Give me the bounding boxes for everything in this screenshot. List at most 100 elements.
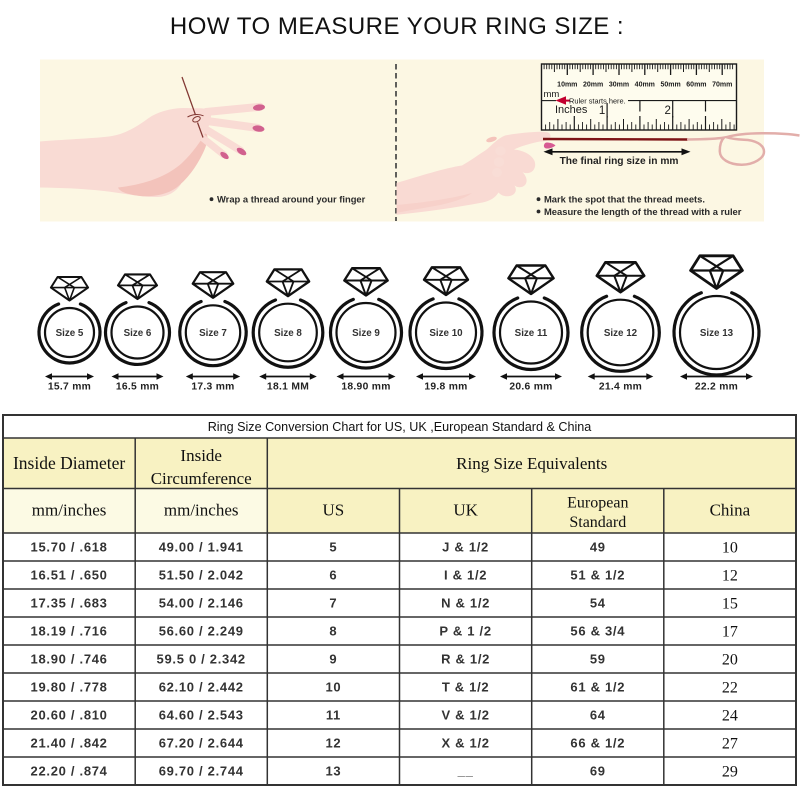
svg-text:22.2 mm: 22.2 mm [695,382,738,393]
svg-text:16.51 / .650: 16.51 / .650 [31,568,108,583]
svg-text:40mm: 40mm [635,82,655,89]
svg-text:70mm: 70mm [712,82,732,89]
svg-text:T & 1/2: T & 1/2 [442,680,490,695]
svg-text:Circumference: Circumference [151,469,252,488]
svg-text:China: China [710,501,751,520]
svg-text:16.5 mm: 16.5 mm [116,382,159,393]
svg-text:56 & 3/4: 56 & 3/4 [570,624,625,639]
svg-text:Size 7: Size 7 [199,328,227,339]
svg-text:mm: mm [544,89,560,100]
svg-text:64: 64 [590,708,606,723]
svg-text:Size 9: Size 9 [352,328,380,339]
svg-text:64.60 / 2.543: 64.60 / 2.543 [159,708,244,723]
svg-text:22.20 / .874: 22.20 / .874 [31,764,108,779]
svg-text:59: 59 [590,652,606,667]
svg-text:62.10 / 2.442: 62.10 / 2.442 [159,680,244,695]
svg-text:17.35 / .683: 17.35 / .683 [31,596,108,611]
svg-text:N & 1/2: N & 1/2 [441,596,490,611]
svg-text:10: 10 [325,680,341,695]
svg-text:Inside: Inside [180,446,222,465]
svg-text:9: 9 [329,652,337,667]
svg-text:Ruler starts here.: Ruler starts here. [569,97,626,106]
svg-text:19.8 mm: 19.8 mm [424,382,467,393]
svg-text:The final ring size in mm: The final ring size in mm [560,156,679,167]
svg-text:15: 15 [722,596,738,613]
svg-text:X & 1/2: X & 1/2 [441,736,489,751]
svg-text:8: 8 [329,624,337,639]
svg-text:Ring Size Conversion Chart for: Ring Size Conversion Chart for US, UK ,E… [208,420,592,434]
svg-text:30mm: 30mm [609,82,629,89]
svg-text:56.60 / 2.249: 56.60 / 2.249 [159,624,244,639]
svg-text:12: 12 [722,568,738,585]
svg-text:Size 8: Size 8 [274,328,302,339]
svg-text:21.40 / .842: 21.40 / .842 [31,736,108,751]
svg-text:51 & 1/2: 51 & 1/2 [570,568,625,583]
svg-text:Size 11: Size 11 [515,328,548,339]
svg-text:HOW TO MEASURE YOUR RING SIZE: HOW TO MEASURE YOUR RING SIZE : [170,13,624,40]
svg-text:Measure the length of the thre: Measure the length of the thread with a … [544,206,742,217]
svg-text:50mm: 50mm [660,82,680,89]
svg-text:27: 27 [722,736,738,753]
svg-text:Inside Diameter: Inside Diameter [13,453,125,473]
svg-text:6: 6 [329,568,337,583]
svg-text:Standard: Standard [569,514,626,531]
svg-text:15.70 / .618: 15.70 / .618 [31,540,108,555]
svg-text:mm/inches: mm/inches [164,501,239,520]
svg-text:J & 1/2: J & 1/2 [442,540,489,555]
svg-text:10: 10 [722,540,738,557]
svg-text:66 & 1/2: 66 & 1/2 [570,736,625,751]
svg-text:17: 17 [722,624,738,641]
svg-text:10mm: 10mm [557,82,577,89]
svg-text:Size 12: Size 12 [604,328,638,339]
svg-text:1: 1 [599,105,605,117]
svg-text:49: 49 [590,540,606,555]
svg-text:17.3 mm: 17.3 mm [191,382,234,393]
svg-text:5: 5 [329,540,337,555]
svg-text:12: 12 [325,736,341,751]
svg-text:59.5 0 / 2.342: 59.5 0 / 2.342 [157,652,246,667]
svg-text:mm/inches: mm/inches [32,501,107,520]
svg-text:20: 20 [722,652,738,669]
svg-text:20.6 mm: 20.6 mm [509,382,552,393]
svg-text:69.70 / 2.744: 69.70 / 2.744 [159,764,244,779]
svg-text:29: 29 [722,764,738,781]
svg-text:I & 1/2: I & 1/2 [444,568,487,583]
svg-text:Ring Size Equivalents: Ring Size Equivalents [456,454,607,473]
svg-text:19.80 / .778: 19.80 / .778 [31,680,108,695]
svg-text:22: 22 [722,680,738,697]
svg-text:Size 5: Size 5 [56,328,84,339]
svg-text:UK: UK [453,501,478,520]
svg-text:13: 13 [325,764,341,779]
svg-text:7: 7 [329,596,337,611]
svg-text:P & 1 /2: P & 1 /2 [439,624,491,639]
svg-text:Size 6: Size 6 [124,328,152,339]
svg-text:European: European [567,495,628,512]
svg-text:18.90 mm: 18.90 mm [341,382,390,393]
svg-text:54.00 / 2.146: 54.00 / 2.146 [159,596,244,611]
svg-text:20.60 / .810: 20.60 / .810 [31,708,108,723]
svg-text:R & 1/2: R & 1/2 [441,652,490,667]
svg-text:21.4 mm: 21.4 mm [599,382,642,393]
svg-text:51.50 / 2.042: 51.50 / 2.042 [159,568,244,583]
svg-text:Mark the spot that the thread: Mark the spot that the thread meets. [544,194,705,205]
svg-text:24: 24 [722,708,738,725]
svg-text:Inches: Inches [555,104,588,116]
svg-text:11: 11 [326,708,341,723]
svg-text:69: 69 [590,764,606,779]
svg-text:Size 13: Size 13 [700,328,734,339]
svg-text:2: 2 [664,105,670,117]
svg-text:18.19 / .716: 18.19 / .716 [31,624,108,639]
svg-text:60mm: 60mm [686,82,706,89]
svg-text:Size 10: Size 10 [429,328,463,339]
svg-text:15.7 mm: 15.7 mm [48,382,91,393]
svg-text:V & 1/2: V & 1/2 [441,708,489,723]
svg-text:18.90 / .746: 18.90 / .746 [31,652,108,667]
svg-text:Wrap a thread around your fing: Wrap a thread around your finger [217,194,366,205]
svg-text:67.20 / 2.644: 67.20 / 2.644 [159,736,244,751]
svg-text:__: __ [457,764,474,779]
svg-text:US: US [323,501,345,520]
svg-text:49.00 / 1.941: 49.00 / 1.941 [159,540,244,555]
svg-text:61 & 1/2: 61 & 1/2 [570,680,625,695]
svg-text:20mm: 20mm [583,82,603,89]
svg-text:18.1 MM: 18.1 MM [267,382,309,393]
